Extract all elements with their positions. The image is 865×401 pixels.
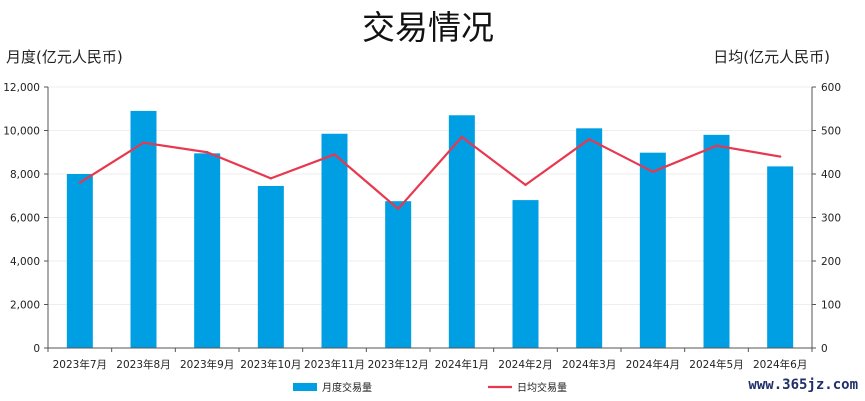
bar [66,174,93,348]
y2-tick-label: 400 [821,169,841,181]
y-tick-label: 8,000 [10,169,40,181]
line-point [78,181,82,184]
legend-label-line: 日均交易量 [517,381,567,394]
x-tick-label: 2023年10月 [240,358,301,371]
legend: 月度交易量 日均交易量 [293,381,567,394]
line-point [715,144,718,147]
x-tick-label: 2024年2月 [498,358,552,371]
y2-tick-label: 0 [821,343,828,355]
x-tick-label: 2023年11月 [304,358,365,371]
line-point [205,151,209,154]
y-tick-label: 6,000 [10,213,40,225]
chart-title: 交易情况 [362,8,494,47]
bar [576,128,603,348]
bar [194,153,221,348]
y-tick-label: 2,000 [10,300,40,312]
y2-tick-label: 500 [821,126,841,138]
legend-swatch-bar [293,383,317,391]
line-point [460,135,464,139]
x-tick-label: 2024年5月 [689,358,743,371]
x-tick-label: 2023年8月 [116,358,170,371]
line-point [333,153,336,156]
x-tick-label: 2023年7月 [53,358,107,371]
y2-tick-label: 300 [821,213,841,225]
line-series [78,135,782,210]
y2-tick-label: 600 [821,82,841,94]
x-tick-label: 2024年6月 [753,358,807,371]
legend-item-line: 日均交易量 [488,381,567,394]
y-axis-title: 月度(亿元人民币) [6,48,123,66]
y2-tick-label: 100 [821,300,841,312]
axes: 0 2,000 4,000 6,000 8,000 10,000 12,000 0 100 200… [3,82,841,371]
bar [767,166,794,348]
y-tick-label: 12,000 [3,82,40,94]
watermark-text: www.365jz.com [748,377,858,393]
bar [321,133,348,348]
y-tick-label: 10,000 [3,126,40,138]
x-tick-label: 2023年9月 [180,358,234,371]
bar [257,185,284,348]
y2-axis-title: 日均(亿元人民币) [713,48,830,66]
grid-lines [48,86,812,305]
legend-item-bar: 月度交易量 [293,381,372,394]
bar [130,110,157,348]
line-point [778,155,782,158]
bar [703,134,730,348]
bar [512,200,539,348]
y-tick-label: 4,000 [10,256,40,268]
legend-label-bar: 月度交易量 [322,381,372,394]
x-tick-label: 2024年1月 [435,358,489,371]
line-point [396,207,400,210]
x-tick-label: 2023年12月 [368,358,429,371]
bar [448,115,475,349]
series-line [79,135,781,210]
bar [385,201,412,348]
line-point [587,138,591,141]
x-tick-label: 2024年3月 [562,358,616,371]
y2-tick-label: 200 [821,256,841,268]
line-point [142,141,145,144]
line-point [651,170,655,174]
bar [639,152,666,348]
bar-series [66,110,794,349]
y-tick-label: 0 [33,343,40,355]
line-point [524,183,527,187]
x-tick-label: 2024年4月 [626,358,680,371]
line-point [269,177,273,180]
